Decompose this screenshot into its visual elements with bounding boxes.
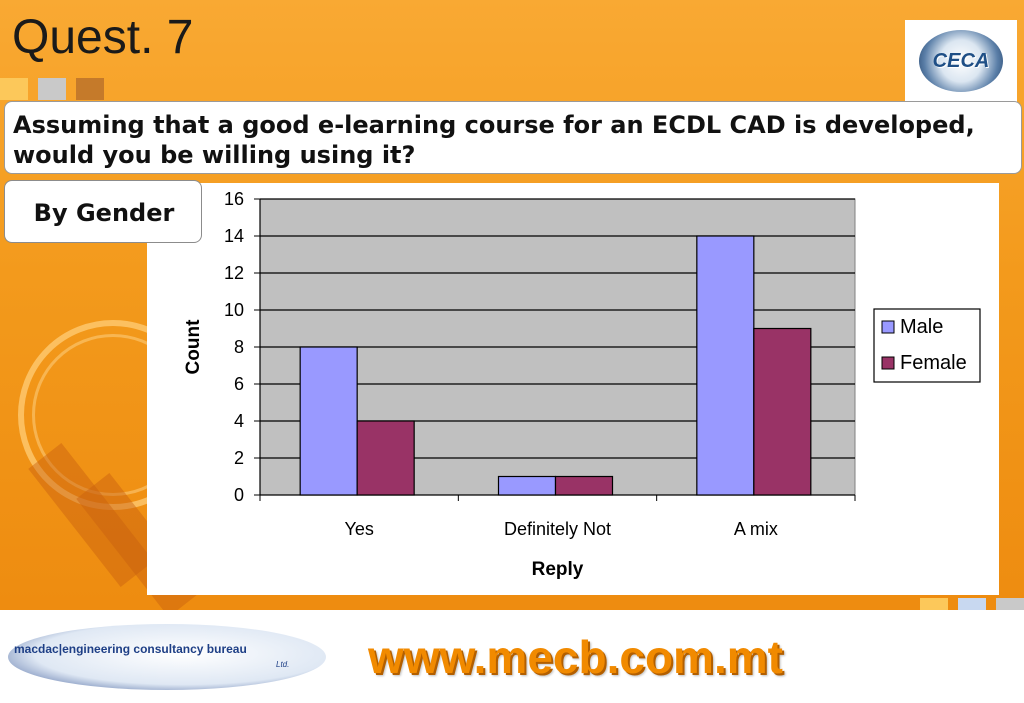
x-category-label: A mix <box>734 519 778 539</box>
company-logo-suffix: Ltd. <box>276 660 290 669</box>
decorative-square <box>38 78 66 100</box>
company-logo <box>8 624 326 690</box>
y-tick-label: 0 <box>234 485 244 505</box>
x-axis-title: Reply <box>532 559 584 580</box>
ceca-badge-icon <box>919 30 1003 92</box>
y-axis-title: Count <box>183 319 204 375</box>
bar-male <box>696 235 755 496</box>
legend-label-female: Female <box>900 352 967 374</box>
company-logo-text: macdac|engineering consultancy bureau <box>14 642 247 656</box>
legend-swatch-female <box>881 356 895 370</box>
y-tick-label: 4 <box>234 411 244 431</box>
bar-female <box>356 420 415 496</box>
y-tick-label: 6 <box>234 374 244 394</box>
slide-title: Quest. 7 <box>12 11 194 64</box>
legend-swatch-male <box>881 320 895 334</box>
company-name-part: macdac <box>14 642 59 656</box>
bar-male <box>299 346 358 496</box>
website-url[interactable]: www.mecb.com.mt <box>368 631 783 683</box>
legend-label-male: Male <box>900 316 943 338</box>
x-category-label: Definitely Not <box>504 519 611 539</box>
footer: macdac|engineering consultancy bureau Lt… <box>0 610 1024 703</box>
bar-male <box>497 475 557 496</box>
x-category-label: Yes <box>344 519 373 539</box>
bar-chart: 0 2 4 6 8 10 12 14 16 Yes Definitely Not A mix Reply… <box>183 189 981 580</box>
subgroup-box: By Gender <box>4 180 202 243</box>
y-tick-label: 2 <box>234 448 244 468</box>
y-tick-label: 12 <box>224 263 244 283</box>
ceca-logo: CECA <box>905 20 1017 102</box>
decorative-square <box>996 598 1024 610</box>
bar-female <box>753 327 812 496</box>
y-tick-label: 8 <box>234 337 244 357</box>
ceca-logo-text: CECA <box>932 50 990 72</box>
question-text: Assuming that a good e-learning course f… <box>13 111 975 169</box>
company-name-part: engineering <box>62 642 131 656</box>
decorative-square <box>920 598 948 610</box>
subgroup-label: By Gender <box>33 199 175 227</box>
bar-female <box>554 475 614 496</box>
question-box: Assuming that a good e-learning course f… <box>4 101 1022 174</box>
chart-panel: 0 2 4 6 8 10 12 14 16 Yes Definitely Not A mix Reply… <box>147 183 999 595</box>
y-tick-label: 14 <box>224 226 244 246</box>
decorative-square <box>0 78 28 100</box>
y-tick-label: 10 <box>224 300 244 320</box>
company-name-part: bureau <box>206 642 247 656</box>
decorative-square <box>76 78 104 100</box>
decorative-square <box>958 598 986 610</box>
y-tick-label: 16 <box>224 189 244 209</box>
company-name-part: consultancy <box>133 642 204 656</box>
